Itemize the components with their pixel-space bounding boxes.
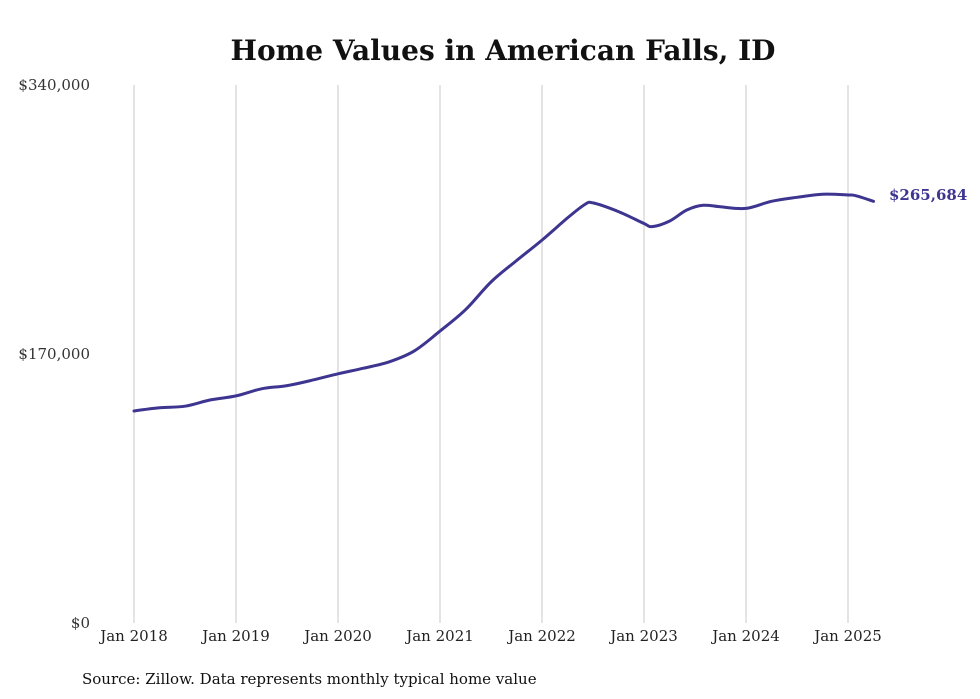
x-tick-label: Jan 2022 xyxy=(506,627,576,645)
end-value-label: $265,684 xyxy=(889,186,967,204)
y-tick-label: $0 xyxy=(71,614,90,632)
x-tick-label: Jan 2023 xyxy=(608,627,678,645)
home-value-line xyxy=(132,192,875,413)
x-tick-label: Jan 2020 xyxy=(302,627,372,645)
y-tick-label: $340,000 xyxy=(18,76,90,94)
y-tick-label: $170,000 xyxy=(18,345,90,363)
source-note: Source: Zillow. Data represents monthly … xyxy=(82,670,537,688)
x-tick-label: Jan 2024 xyxy=(710,627,780,645)
x-tick-label: Jan 2018 xyxy=(98,627,168,645)
series-layer xyxy=(132,192,875,413)
gridlines xyxy=(133,85,849,623)
x-tick-label: Jan 2025 xyxy=(812,627,882,645)
chart-title: Home Values in American Falls, ID xyxy=(231,34,776,67)
x-tick-label: Jan 2021 xyxy=(404,627,474,645)
y-axis-ticks: $0 $170,000 $340,000 xyxy=(18,76,90,632)
x-tick-label: Jan 2019 xyxy=(200,627,270,645)
x-axis-ticks: Jan 2018 Jan 2019 Jan 2020 Jan 2021 Jan 2022… xyxy=(98,627,882,645)
